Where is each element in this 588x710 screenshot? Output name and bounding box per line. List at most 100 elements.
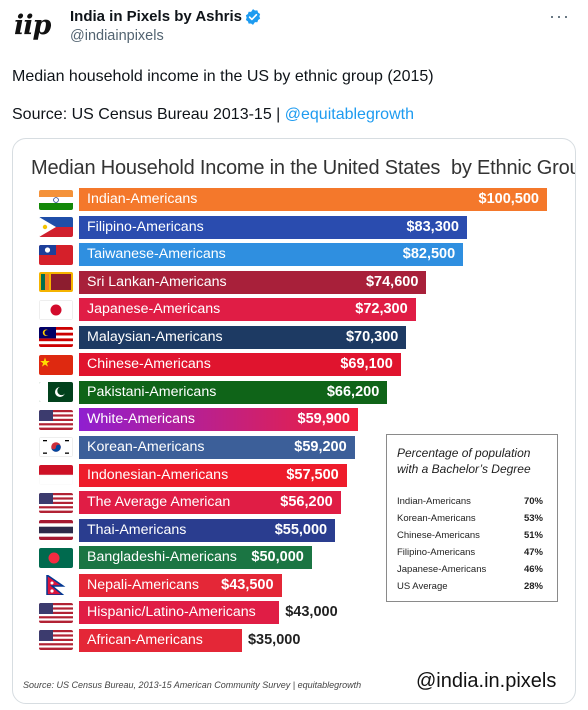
inset-pct-value: 70%	[523, 496, 543, 507]
thailand-flag-icon	[39, 520, 73, 541]
bar-value-label: $74,600	[365, 273, 419, 290]
bar: Thai-Americans $55,000	[79, 518, 336, 542]
chart-image-card[interactable]: Median Household Income in the United St…	[12, 138, 576, 704]
bar-value-label: $50,000	[251, 549, 304, 566]
inset-row: US Average 28%	[397, 578, 547, 595]
bar: Indonesian-Americans $57,500	[79, 463, 347, 487]
bar: Sri Lankan-Americans $74,600	[79, 270, 427, 294]
bar-category-label: Korean-Americans	[87, 438, 205, 455]
bar-value-label: $70,300	[345, 328, 399, 345]
inset-pct-value: 47%	[523, 547, 543, 558]
inset-group-label: Chinese-Americans	[397, 530, 480, 541]
bar-category-label: Bangladeshi-Americans	[87, 549, 237, 566]
bar-value-label: $82,500	[402, 246, 456, 263]
bar: Bangladeshi-Americans $50,000	[79, 546, 312, 570]
bar: Hispanic/Latino-Americans $43,000	[79, 601, 338, 625]
bangladesh-flag-icon	[39, 547, 73, 568]
bar: Taiwanese-Americans $82,500	[79, 243, 464, 267]
bachelor-degree-inset-table: Percentage of population with a Bachelor…	[386, 434, 558, 602]
inset-row: Japanese-Americans 46%	[397, 561, 547, 578]
bar-value-label: $35,000	[247, 631, 301, 648]
malaysia-flag-icon	[39, 327, 73, 348]
bar-category-label: Indian-Americans	[87, 191, 198, 207]
inset-group-label: Indian-Americans	[397, 496, 471, 507]
bar: African-Americans $35,000	[79, 628, 300, 652]
usa-flag-icon	[39, 602, 73, 623]
source-text: Source: US Census Bureau 2013-15 |	[12, 106, 285, 123]
bar-value-label: $43,000	[285, 604, 338, 621]
inset-group-label: Japanese-Americans	[397, 564, 487, 575]
inset-row: Korean-Americans 53%	[397, 510, 547, 527]
bar-category-label: Malaysian-Americans	[87, 328, 223, 345]
usa-flag-icon	[39, 492, 73, 513]
india-flag-icon	[39, 189, 73, 210]
mention-link[interactable]: @equitablegrowth	[284, 106, 414, 123]
bar-value-label: $55,000	[274, 521, 328, 538]
inset-pct-value: 53%	[523, 513, 543, 524]
china-flag-icon	[39, 354, 73, 375]
bar-category-label: Filipino-Americans	[87, 218, 204, 235]
bar-category-label: Thai-Americans	[87, 521, 187, 538]
bar-category-label: African-Americans	[87, 631, 203, 648]
philippines-flag-icon	[39, 217, 73, 238]
sri-lanka-flag-icon	[39, 272, 73, 293]
bar-value-label: $100,500	[478, 191, 539, 207]
bar: The Average American $56,200	[79, 491, 341, 515]
more-icon[interactable]: ···	[549, 6, 570, 26]
inset-group-label: US Average	[397, 581, 448, 592]
bar: Pakistani-Americans $66,200	[79, 380, 388, 404]
usa-flag-icon	[39, 409, 73, 430]
bar-value-label: $59,900	[297, 411, 350, 428]
inset-group-label: Filipino-Americans	[397, 547, 476, 558]
bar-value-label: $83,300	[406, 218, 459, 235]
author-handle[interactable]: @indiainpixels	[70, 28, 164, 44]
inset-row: Indian-Americans 70%	[397, 493, 547, 510]
bar-value-label: $66,200	[326, 383, 380, 400]
bar-category-label: Sri Lankan-Americans	[87, 273, 227, 290]
chart-footnote: Source: US Census Bureau, 2013-15 Americ…	[23, 680, 362, 690]
tweet-source-line: Source: US Census Bureau 2013-15 | @equi…	[12, 106, 414, 124]
nepal-flag-icon	[39, 575, 73, 596]
bar: Nepali-Americans $43,500	[79, 573, 282, 597]
indonesia-flag-icon	[39, 465, 73, 485]
inset-group-label: Korean-Americans	[397, 513, 476, 524]
inset-pct-value: 46%	[523, 564, 543, 575]
pakistan-flag-icon	[39, 382, 73, 403]
bar: Malaysian-Americans $70,300	[79, 325, 407, 349]
inset-rows: Indian-Americans 70% Korean-Americans 53% Ch…	[397, 493, 547, 595]
bar-value-label: $57,500	[286, 466, 339, 483]
bar-value-label: $56,200	[280, 494, 333, 511]
usa-flag-icon	[39, 630, 73, 651]
watermark: @india.in.pixels	[416, 670, 557, 692]
bar-category-label: Chinese-Americans	[87, 356, 211, 373]
inset-pct-value: 51%	[523, 530, 543, 541]
bar-category-label: Japanese-Americans	[87, 301, 221, 318]
bar-value-label: $69,100	[340, 356, 393, 373]
inset-title: Percentage of population with a Bachelor…	[397, 446, 531, 476]
japan-flag-icon	[39, 299, 73, 320]
bar-category-label: Taiwanese-Americans	[87, 246, 226, 263]
bar-value-label: $72,300	[355, 301, 408, 318]
bar-category-label: Indonesian-Americans	[87, 466, 229, 483]
bar-category-label: Nepali-Americans	[87, 576, 199, 593]
bar: Filipino-Americans $83,300	[79, 215, 467, 239]
account-avatar[interactable]: iip	[14, 10, 51, 41]
inset-row: Chinese-Americans 51%	[397, 527, 547, 544]
verified-badge-icon	[245, 9, 261, 25]
author-name[interactable]: India in Pixels by Ashris	[70, 8, 243, 25]
inset-pct-value: 28%	[523, 581, 543, 592]
bar-category-label: Pakistani-Americans	[87, 383, 217, 400]
bar: Indian-Americans $100,500	[79, 188, 547, 211]
tweet-text: Median household income in the US by eth…	[12, 68, 434, 85]
bar-category-label: White-Americans	[87, 411, 196, 428]
south-korea-flag-icon	[39, 437, 73, 458]
bar: White-Americans $59,900	[79, 408, 358, 432]
bar: Korean-Americans $59,200	[79, 435, 355, 459]
taiwan-flag-icon	[39, 244, 73, 265]
bar-value-label: $59,200	[294, 438, 347, 455]
inset-row: Filipino-Americans 47%	[397, 544, 547, 561]
bar-category-label: Hispanic/Latino-Americans	[87, 604, 256, 621]
bar-category-label: The Average American	[87, 494, 231, 511]
bar-value-label: $43,500	[221, 576, 274, 593]
bar: Chinese-Americans $69,100	[79, 353, 401, 377]
